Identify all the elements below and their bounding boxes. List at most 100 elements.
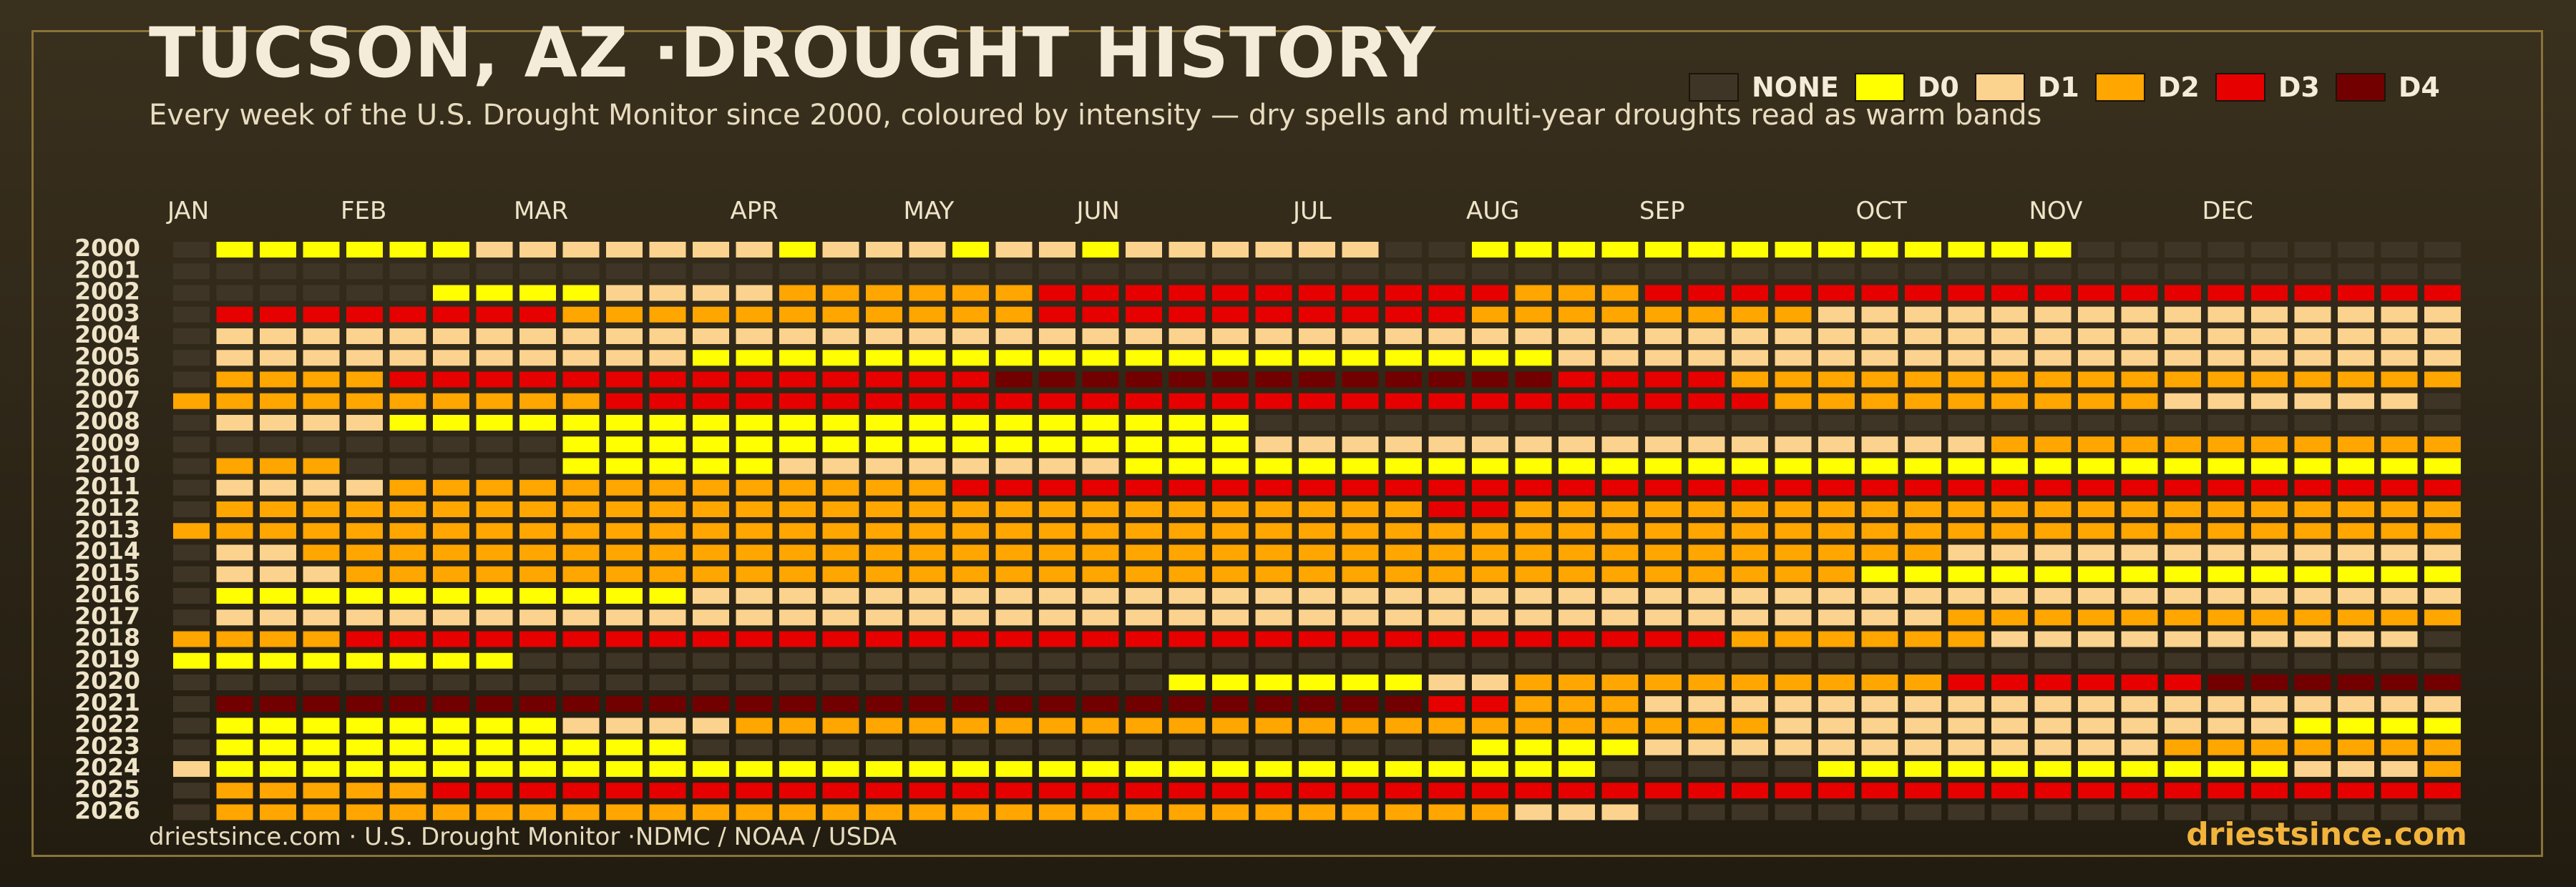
week-cell-2002-w20	[995, 285, 1033, 301]
week-cell-2021-w47	[2165, 696, 2201, 712]
week-cell-2005-w18	[909, 350, 946, 366]
week-cell-2022-w40	[1861, 717, 1898, 734]
week-cell-2018-w26	[1255, 631, 1292, 647]
week-cell-2013-w11	[606, 523, 643, 539]
week-cell-2009-w20	[995, 436, 1033, 453]
week-cell-2000-w49	[2251, 242, 2288, 258]
week-cell-2004-w7	[433, 328, 469, 344]
week-cell-2026-w39	[1818, 804, 1855, 820]
week-cell-2003-w4	[303, 306, 340, 323]
week-cell-2021-w31	[1472, 696, 1508, 712]
week-cell-2007-w29	[1385, 393, 1422, 409]
week-cell-2001-w10	[562, 263, 600, 280]
week-cell-2001-w6	[389, 263, 426, 280]
week-cell-2003-w12	[649, 306, 686, 323]
week-cell-2013-w50	[2294, 523, 2331, 539]
week-cell-2013-w51	[2338, 523, 2374, 539]
week-cell-2004-w1	[173, 328, 210, 344]
week-cell-2006-w44	[2034, 371, 2072, 388]
week-cell-2018-w27	[1299, 631, 1335, 647]
week-cell-2015-w19	[952, 566, 989, 582]
week-cell-2012-w3	[260, 501, 296, 517]
week-cell-2023-w52	[2381, 739, 2418, 755]
week-cell-2026-w27	[1299, 804, 1335, 820]
week-cell-2003-w25	[1212, 306, 1249, 323]
week-cell-2021-w26	[1255, 696, 1292, 712]
week-cell-2010-w30	[1428, 458, 1465, 474]
week-cell-2016-w41	[1905, 588, 1941, 604]
week-cell-2010-w15	[779, 458, 816, 474]
week-cell-2010-w21	[1039, 458, 1075, 474]
week-cell-2003-w44	[2034, 306, 2072, 323]
week-cell-2015-w32	[1515, 566, 1552, 582]
week-cell-2006-w17	[866, 371, 902, 388]
week-cell-2003-w18	[909, 306, 946, 323]
week-cell-2022-w2	[216, 717, 253, 734]
year-label-2025: 2025	[74, 775, 140, 803]
week-cell-2007-w6	[389, 393, 426, 409]
week-cell-2019-w2	[216, 652, 253, 669]
week-cell-2021-w37	[1732, 696, 1768, 712]
week-cell-2005-w37	[1732, 350, 1768, 366]
week-cell-2024-w34	[1601, 761, 1639, 777]
week-cell-2000-w43	[1991, 242, 2028, 258]
week-cell-2006-w35	[1645, 371, 1682, 388]
week-cell-2022-w24	[1169, 717, 1206, 734]
week-cell-2005-w42	[1948, 350, 1985, 366]
week-cell-2022-w41	[1905, 717, 1941, 734]
legend-item-d0: D0	[1854, 72, 1959, 103]
week-cell-2021-w34	[1601, 696, 1639, 712]
week-cell-2024-w25	[1212, 761, 1249, 777]
week-cell-2021-w45	[2078, 696, 2114, 712]
week-cell-2015-w2	[216, 566, 253, 582]
year-label-2019: 2019	[74, 645, 140, 673]
year-label-2026: 2026	[74, 797, 140, 825]
week-cell-2019-w36	[1688, 652, 1725, 669]
week-cell-2013-w49	[2251, 523, 2288, 539]
week-cell-2007-w12	[649, 393, 686, 409]
week-cell-2022-w19	[952, 717, 989, 734]
week-cell-2019-w42	[1948, 652, 1985, 669]
week-cell-2013-w38	[1775, 523, 1812, 539]
week-cell-2012-w46	[2121, 501, 2158, 517]
week-cell-2000-w9	[519, 242, 556, 258]
week-cell-2001-w23	[1126, 263, 1162, 280]
week-cell-2015-w48	[2207, 566, 2245, 582]
week-cell-2023-w45	[2078, 739, 2114, 755]
week-cell-2026-w48	[2207, 804, 2245, 820]
week-cell-2005-w2	[216, 350, 253, 366]
week-cell-2006-w27	[1299, 371, 1335, 388]
week-cell-2007-w15	[779, 393, 816, 409]
week-cell-2005-w8	[476, 350, 513, 366]
legend-item-d4: D4	[2335, 72, 2440, 103]
week-cell-2026-w9	[519, 804, 556, 820]
week-cell-2019-w28	[1342, 652, 1379, 669]
week-cell-2024-w26	[1255, 761, 1292, 777]
brand-link[interactable]: driestsince.com	[2186, 816, 2467, 853]
week-cell-2018-w36	[1688, 631, 1725, 647]
week-cell-2019-w31	[1472, 652, 1508, 669]
week-cell-2004-w18	[909, 328, 946, 344]
week-cell-2026-w52	[2381, 804, 2418, 820]
week-cell-2025-w46	[2121, 783, 2158, 799]
week-cell-2026-w30	[1428, 804, 1465, 820]
week-cell-2016-w44	[2034, 588, 2072, 604]
week-cell-2020-w18	[909, 675, 946, 690]
week-cell-2025-w11	[606, 783, 643, 799]
week-cell-2006-w50	[2294, 371, 2331, 388]
week-cell-2023-w49	[2251, 739, 2288, 755]
week-cell-2010-w48	[2207, 458, 2245, 474]
week-cell-2019-w49	[2251, 652, 2288, 669]
week-cell-2023-w36	[1688, 739, 1725, 755]
week-cell-2017-w35	[1645, 609, 1682, 626]
week-cell-2015-w9	[519, 566, 556, 582]
week-cell-2004-w50	[2294, 328, 2331, 344]
week-cell-2003-w42	[1948, 306, 1985, 323]
week-cell-2011-w53	[2424, 479, 2461, 496]
week-cell-2006-w32	[1515, 371, 1552, 388]
week-cell-2015-w44	[2034, 566, 2072, 582]
week-cell-2004-w31	[1472, 328, 1508, 344]
week-cell-2012-w45	[2078, 501, 2114, 517]
week-cell-2005-w7	[433, 350, 469, 366]
week-cell-2020-w43	[1991, 675, 2028, 690]
